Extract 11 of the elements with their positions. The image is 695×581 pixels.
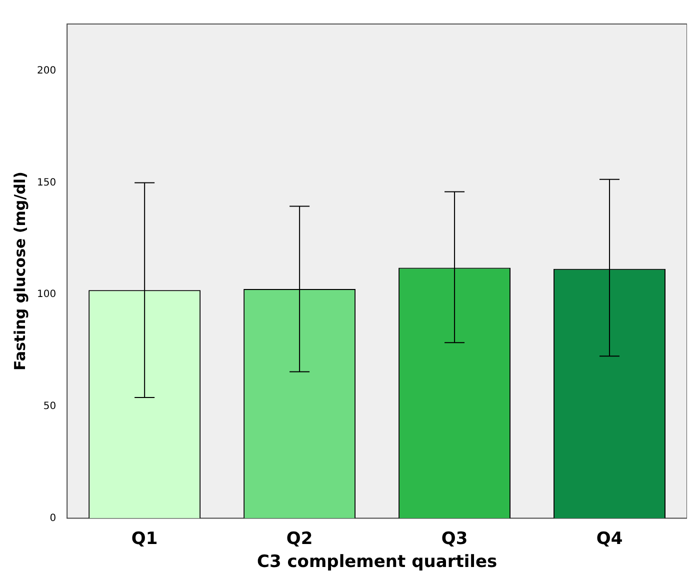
x-tick-label: Q1 — [131, 528, 158, 549]
y-tick-label: 50 — [43, 400, 56, 412]
x-tick-label: Q4 — [596, 528, 623, 549]
y-tick-label: 150 — [36, 177, 56, 188]
y-axis-title: Fasting glucose (mg/dl) — [10, 172, 29, 371]
y-tick-label: 100 — [36, 289, 56, 300]
y-tick-label: 200 — [36, 66, 56, 77]
x-axis-title: C3 complement quartiles — [256, 552, 498, 572]
x-tick-label: Q3 — [441, 528, 468, 549]
y-tick-label: 0 — [50, 512, 56, 524]
x-tick-label: Q2 — [286, 528, 313, 549]
